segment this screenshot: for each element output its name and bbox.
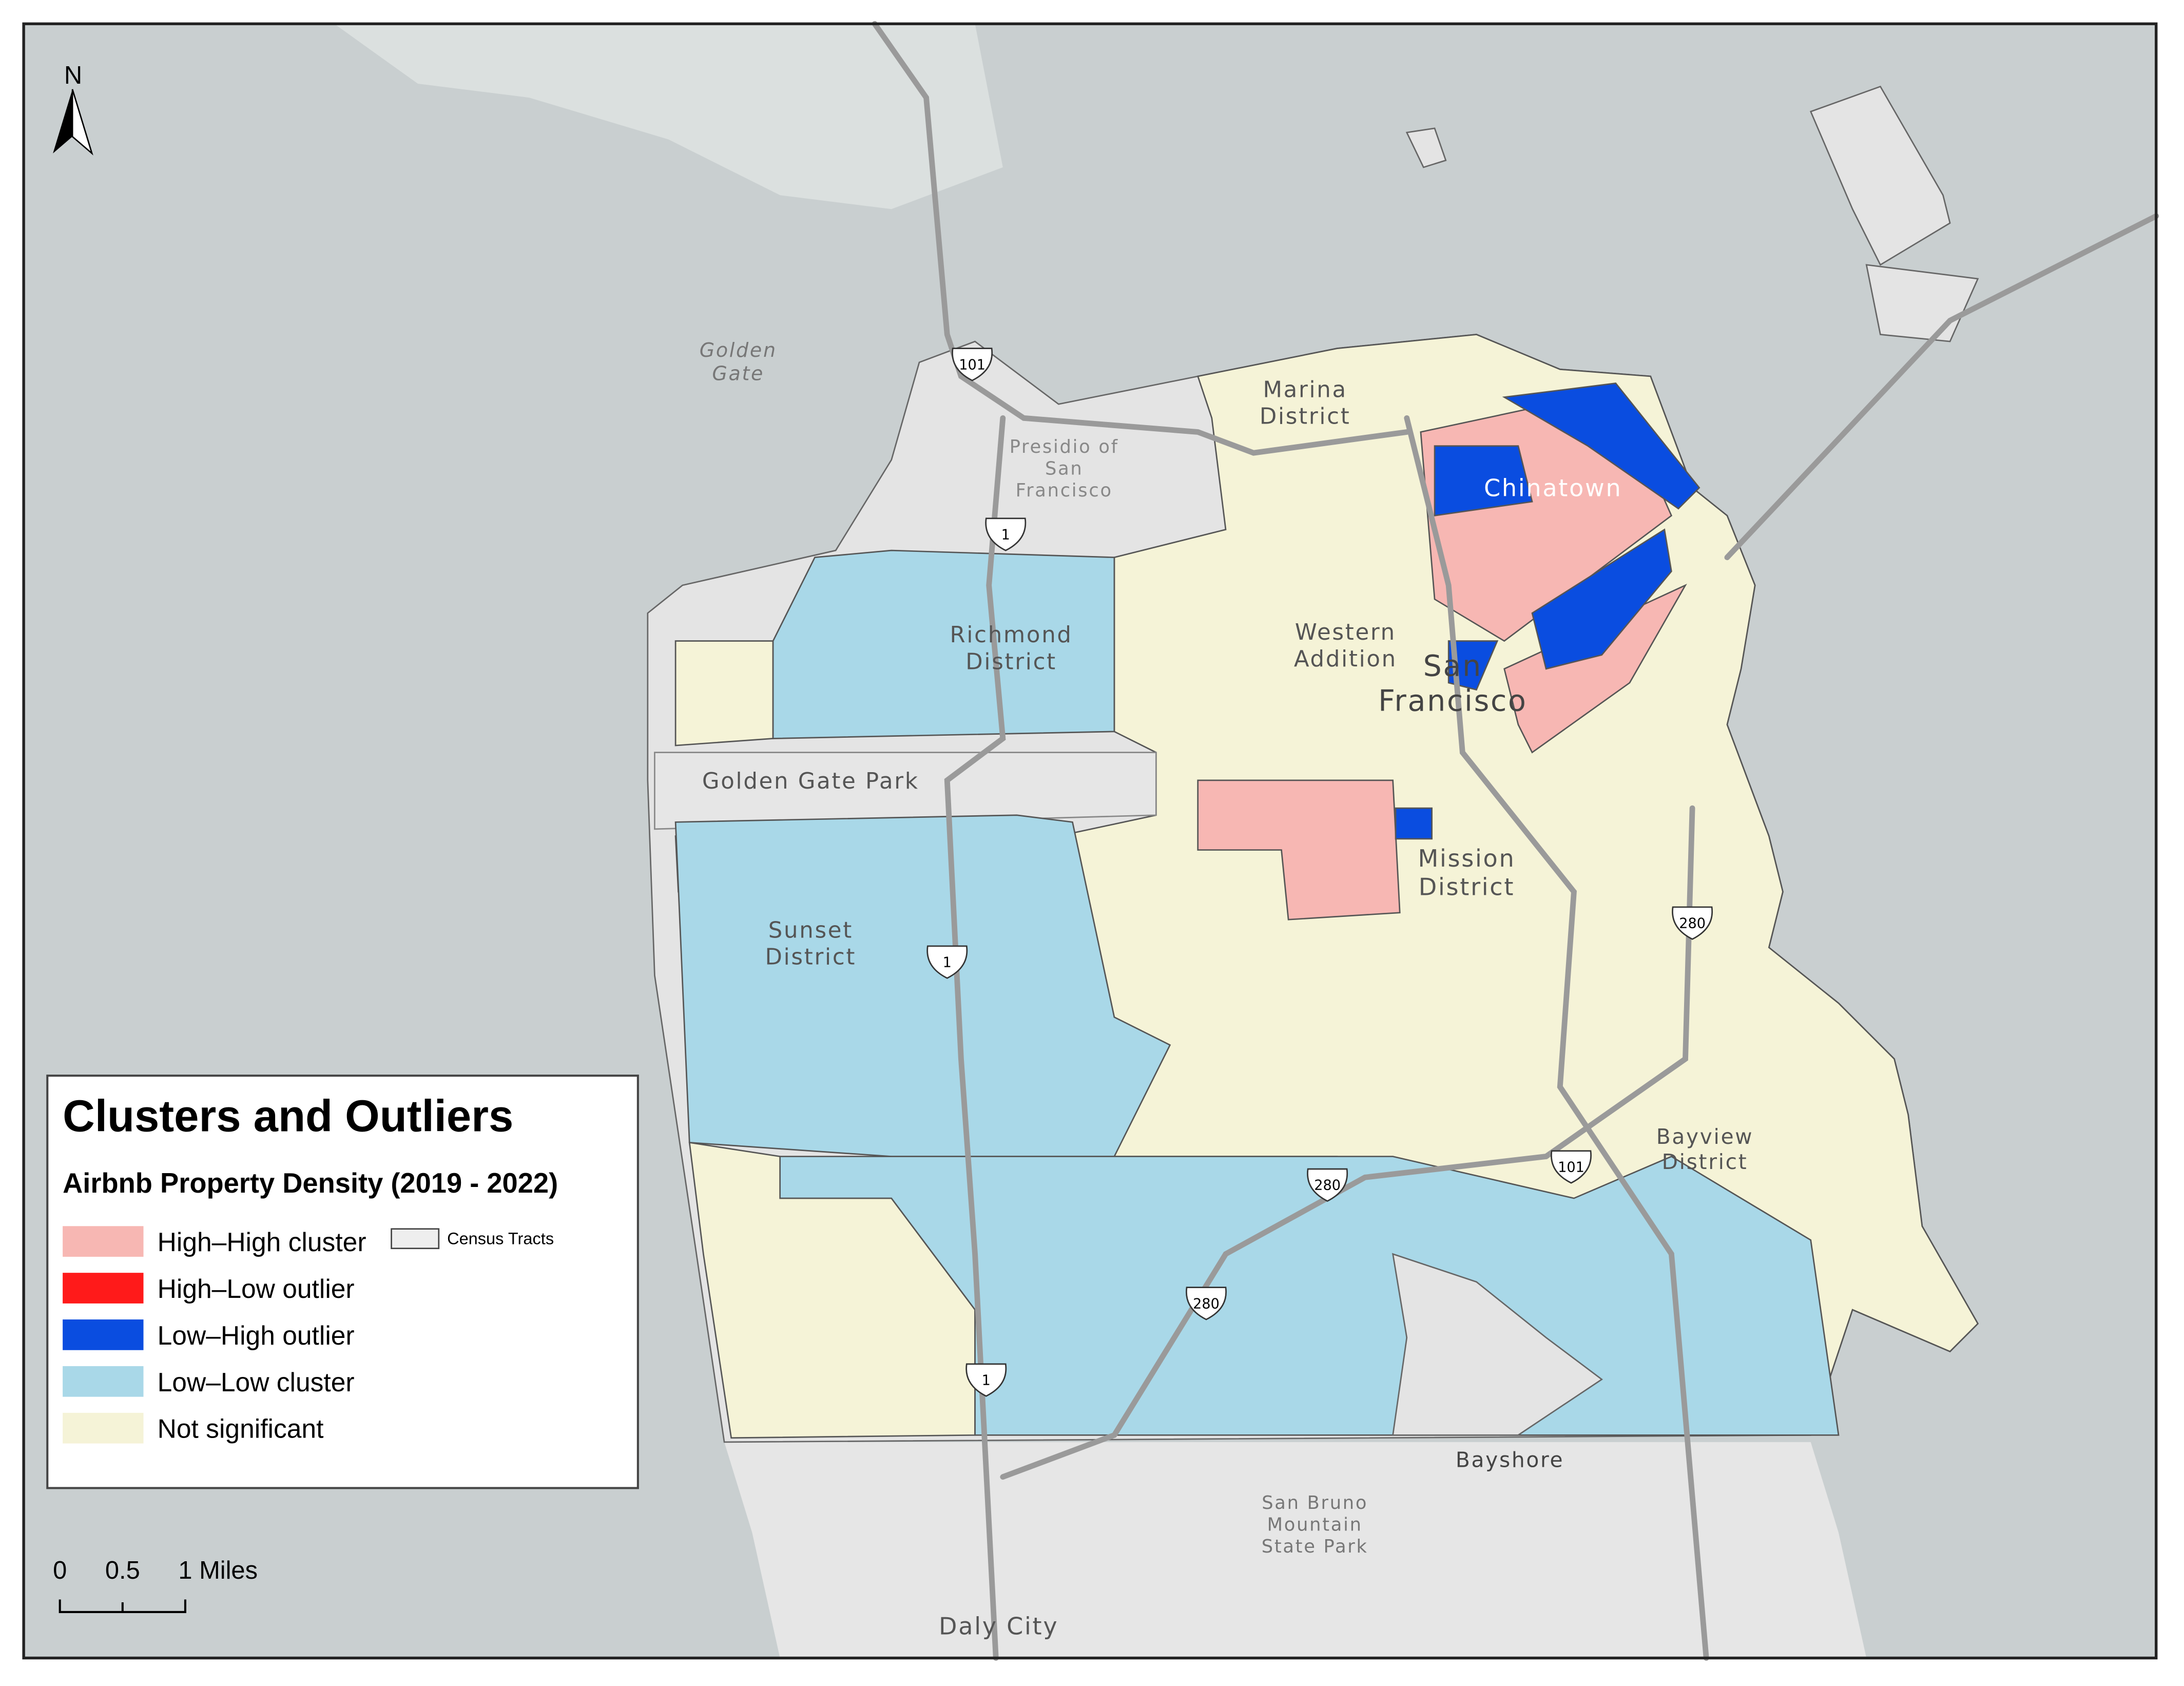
place-label: Golden Gate Park bbox=[702, 769, 919, 794]
island bbox=[1809, 85, 1951, 266]
bridge bbox=[1724, 213, 2159, 561]
place-label: Mountain bbox=[1267, 1514, 1363, 1535]
place-label: Addition bbox=[1294, 646, 1397, 672]
highway-label: 101 bbox=[959, 357, 985, 373]
place-label: Francisco bbox=[1016, 480, 1113, 501]
highway-label: 1 bbox=[943, 955, 952, 971]
place-label: Francisco bbox=[1378, 684, 1528, 718]
low-high-area bbox=[1447, 640, 1499, 691]
scale-label: 0.5 bbox=[105, 1557, 140, 1584]
highway-label: 280 bbox=[1679, 916, 1706, 932]
highway-label: 1 bbox=[1001, 527, 1010, 543]
legend-swatch bbox=[63, 1226, 144, 1257]
low-low-area bbox=[674, 814, 1171, 1157]
legend-title: Clusters and Outliers bbox=[63, 1091, 513, 1141]
place-label: State Park bbox=[1262, 1536, 1368, 1557]
low-high-area bbox=[1395, 807, 1433, 840]
highway bbox=[1000, 805, 1695, 1480]
low-low-area bbox=[772, 549, 1115, 739]
place-label: Presidio of bbox=[1010, 436, 1119, 457]
highway bbox=[872, 21, 1410, 456]
legend-label: High–High cluster bbox=[158, 1227, 366, 1257]
marin-land bbox=[334, 24, 1003, 209]
highway-shield bbox=[1672, 906, 1713, 940]
peninsula-land bbox=[724, 1442, 1867, 1658]
high-high-area bbox=[1197, 779, 1401, 921]
frame bbox=[22, 22, 2158, 1660]
place-label: District bbox=[1419, 873, 1515, 901]
place-label: Chinatown bbox=[1484, 474, 1622, 502]
north-arrow bbox=[53, 89, 73, 154]
gap-area bbox=[1391, 1253, 1603, 1436]
highway-shield bbox=[965, 1363, 1007, 1397]
place-label: Golden bbox=[700, 339, 777, 361]
place-label: Sunset bbox=[768, 918, 853, 944]
place-label: Western bbox=[1295, 620, 1396, 645]
place-label: District bbox=[1260, 404, 1351, 430]
highway bbox=[1404, 415, 1709, 1661]
place-label: District bbox=[965, 649, 1057, 675]
legend-swatch bbox=[63, 1273, 144, 1304]
highway-shield bbox=[1551, 1150, 1592, 1184]
north-arrow bbox=[71, 89, 93, 156]
place-label: Mission bbox=[1418, 845, 1516, 872]
highway-label: 280 bbox=[1314, 1178, 1341, 1194]
park bbox=[654, 752, 1157, 830]
scale-label: 1 Miles bbox=[178, 1557, 258, 1584]
not-significant-area bbox=[674, 640, 774, 746]
low-high-area bbox=[1502, 382, 1700, 510]
highway-label: 101 bbox=[1558, 1159, 1584, 1175]
scale-bar bbox=[59, 1599, 186, 1613]
place-label: San Bruno bbox=[1262, 1492, 1368, 1513]
place-label: Marina bbox=[1263, 377, 1347, 403]
scale-label: 0 bbox=[53, 1557, 67, 1584]
highway-shield bbox=[1186, 1287, 1227, 1320]
low-high-area bbox=[1531, 528, 1672, 670]
census-label: Census Tracts bbox=[447, 1230, 554, 1248]
place-label: Richmond bbox=[950, 622, 1072, 648]
legend-label: Low–High outlier bbox=[158, 1320, 355, 1350]
highway-shield bbox=[926, 945, 968, 979]
place-label: San bbox=[1423, 649, 1482, 683]
place-label: District bbox=[1662, 1149, 1748, 1174]
highway-shield bbox=[985, 518, 1027, 551]
place-label: Bayview bbox=[1656, 1124, 1754, 1149]
legend-swatch bbox=[63, 1412, 144, 1444]
census-swatch bbox=[391, 1228, 440, 1250]
highway-shield bbox=[952, 348, 993, 381]
legend-label: Low–Low cluster bbox=[158, 1367, 355, 1397]
legend-label: High–Low outlier bbox=[158, 1274, 355, 1304]
highway-label: 1 bbox=[982, 1373, 991, 1389]
legend-label: Not significant bbox=[158, 1414, 324, 1444]
island bbox=[1405, 127, 1447, 168]
highway-shield bbox=[1307, 1168, 1348, 1202]
highway bbox=[944, 415, 1006, 1661]
place-label: Bayshore bbox=[1456, 1448, 1564, 1472]
legend-box bbox=[46, 1075, 639, 1489]
place-label: Gate bbox=[712, 362, 764, 385]
north-label: N bbox=[64, 62, 82, 89]
legend-subtitle: Airbnb Property Density (2019 - 2022) bbox=[63, 1167, 558, 1199]
legend-swatch bbox=[63, 1366, 144, 1397]
legend-swatch bbox=[63, 1319, 144, 1350]
low-high-area bbox=[1434, 445, 1533, 516]
place-label: Daly City bbox=[939, 1612, 1058, 1640]
place-label: San bbox=[1045, 458, 1083, 480]
highway-label: 280 bbox=[1193, 1296, 1220, 1312]
high-high-area bbox=[1503, 583, 1687, 754]
place-label: District bbox=[765, 945, 857, 970]
